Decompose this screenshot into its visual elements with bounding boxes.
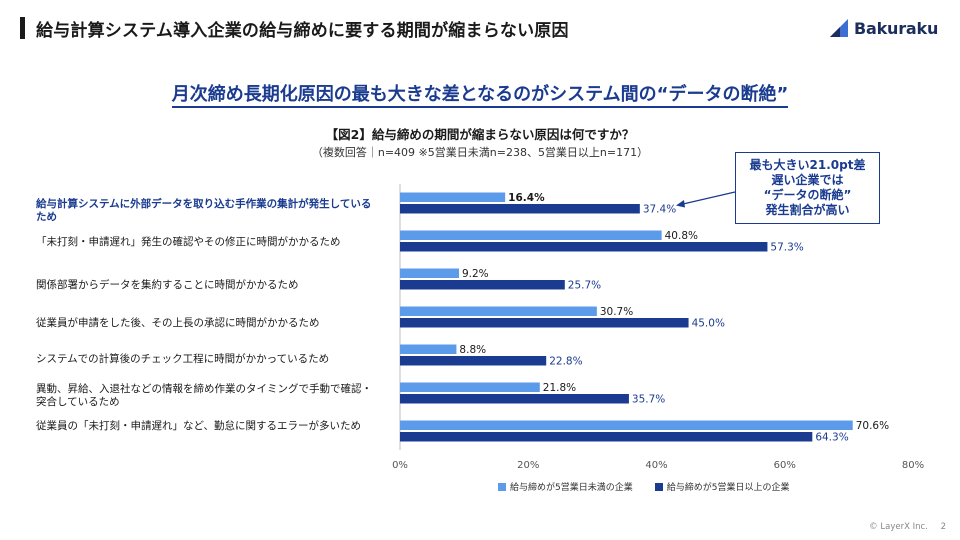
x-tick-label: 40% bbox=[645, 460, 667, 471]
data-label: 35.7% bbox=[632, 394, 665, 406]
data-label: 16.4% bbox=[508, 192, 545, 204]
footer: © LayerX Inc. 2 bbox=[859, 522, 946, 532]
page-title: 給与計算システム導入企業の給与締めに要する期間が縮まらない原因 bbox=[36, 21, 569, 41]
callout-line: 最も大きい21.0pt差 bbox=[749, 158, 866, 172]
bar-under-5-days bbox=[400, 192, 506, 202]
bar-under-5-days bbox=[400, 268, 459, 278]
logo-text: Bakuraku bbox=[854, 18, 939, 38]
data-label: 40.8% bbox=[665, 230, 698, 242]
data-label: 8.8% bbox=[459, 344, 486, 356]
legend-label: 給与締めが5営業日未満の企業 bbox=[510, 483, 633, 493]
data-label: 22.8% bbox=[549, 356, 582, 368]
legend-label: 給与締めが5営業日以上の企業 bbox=[666, 483, 790, 493]
legend-swatch-dark bbox=[654, 482, 663, 491]
page-number: 2 bbox=[940, 522, 946, 532]
x-tick-label: 20% bbox=[517, 460, 539, 471]
copyright: © LayerX Inc. bbox=[869, 522, 928, 532]
data-label: 21.8% bbox=[543, 382, 576, 394]
legend-swatch-light bbox=[498, 482, 506, 491]
bar-under-5-days bbox=[400, 344, 457, 354]
x-tick-label: 60% bbox=[774, 460, 796, 471]
chart-legend: 給与締めが5営業日未満の企業 給与締めが5営業日以上の企業 bbox=[498, 480, 811, 493]
title-accent-bar bbox=[20, 17, 25, 39]
callout-arrow-head bbox=[676, 200, 685, 208]
category-label: 給与計算システムに外部データを取り込む手作業の集計が発生しているため bbox=[36, 198, 372, 223]
data-label: 9.2% bbox=[462, 268, 489, 280]
data-label: 25.7% bbox=[568, 280, 601, 292]
category-label: システムでの計算後のチェック工程に時間がかかっているため bbox=[36, 353, 330, 365]
data-label: 45.0% bbox=[692, 318, 725, 330]
bar-over-5-days bbox=[400, 432, 813, 442]
bar-under-5-days bbox=[400, 382, 540, 392]
category-label: 異動、昇給、入退社などの情報を締め作業のタイミングで手動で確認・突合しているため bbox=[36, 383, 372, 408]
callout-line: 発生割合が高い bbox=[765, 203, 850, 217]
data-label: 37.4% bbox=[643, 204, 676, 216]
bar-over-5-days bbox=[400, 394, 629, 404]
callout-arrow-line bbox=[682, 191, 736, 205]
figure-title: 【図2】給与締めの期間が縮まらない原因は何ですか？ bbox=[325, 127, 635, 142]
category-label: 従業員が申請をした後、その上長の承認に時間がかかるため bbox=[36, 317, 320, 329]
callout-line: “データの断絶” bbox=[763, 188, 852, 202]
bar-over-5-days bbox=[400, 242, 768, 252]
bar-over-5-days bbox=[400, 356, 547, 366]
category-label: 関係部署からデータを集約することに時間がかかるため bbox=[36, 279, 299, 291]
legend-item: 給与締めが5営業日未満の企業 bbox=[498, 480, 633, 493]
bakuraku-logo-icon bbox=[830, 19, 848, 37]
bakuraku-logo: Bakuraku bbox=[826, 16, 938, 40]
bar-under-5-days bbox=[400, 230, 662, 240]
figure-subtitle: （複数回答｜n=409 ※5営業日未満n=238、5営業日以上n=171） bbox=[311, 146, 649, 159]
data-label: 70.6% bbox=[856, 420, 889, 432]
headline: 月次締め長期化原因の最も大きな差となるのがシステム間の“データの断絶” bbox=[0, 80, 960, 108]
x-tick-label: 0% bbox=[392, 460, 408, 471]
legend-item: 給与締めが5営業日以上の企業 bbox=[654, 480, 790, 493]
category-label: 従業員の「未打刻・申請遅れ」など、勤怠に関するエラーが多いため bbox=[36, 420, 361, 432]
bar-under-5-days bbox=[400, 306, 597, 316]
bar-under-5-days bbox=[400, 420, 853, 430]
bar-over-5-days bbox=[400, 280, 565, 290]
data-label: 30.7% bbox=[600, 306, 633, 318]
callout-line: 遅い企業では bbox=[771, 173, 844, 187]
bar-over-5-days bbox=[400, 204, 640, 214]
callout-box: 最も大きい21.0pt差 遅い企業では “データの断絶” 発生割合が高い bbox=[735, 152, 880, 224]
category-label: 「未打刻・申請遅れ」発生の確認やその修正に時間がかかるため bbox=[36, 236, 341, 248]
x-tick-label: 80% bbox=[902, 460, 924, 471]
headline-text: 月次締め長期化原因の最も大きな差となるのがシステム間の“データの断絶” bbox=[171, 84, 789, 108]
bar-over-5-days bbox=[400, 318, 689, 328]
data-label: 64.3% bbox=[815, 432, 848, 444]
data-label: 57.3% bbox=[770, 242, 803, 254]
